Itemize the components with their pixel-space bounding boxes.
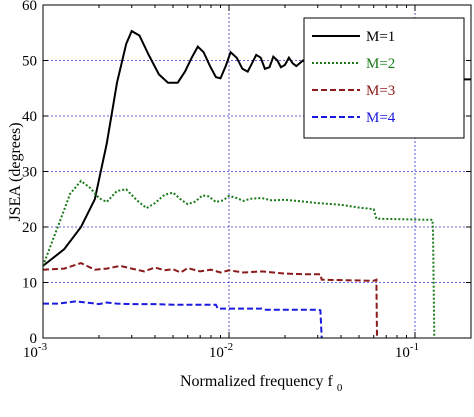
- x-axis-title-subscript: 0: [337, 382, 343, 394]
- x-axis-title-main: Normalized frequency f: [180, 373, 333, 390]
- y-tick-label: 50: [22, 54, 37, 70]
- x-tick-label: 10-3: [23, 341, 48, 361]
- legend-label: M=3: [366, 83, 395, 99]
- ticks: [42, 4, 472, 339]
- x-axis-title: Normalized frequency f 0: [180, 373, 343, 394]
- legend-label: M=4: [366, 110, 396, 126]
- x-tick-label: 10-1: [395, 341, 419, 361]
- y-axis-title: JSEA (degrees): [7, 122, 24, 221]
- legend-label: M=1: [366, 29, 395, 45]
- y-tick-label: 60: [22, 0, 37, 14]
- tick-labels: 0 10 20 30 40 50 60 10-3 10-2 10-1: [22, 0, 419, 361]
- legend: M=1 M=2 M=3 M=4: [303, 17, 465, 139]
- series-line-m4: [43, 300, 323, 339]
- y-tick-label: 10: [22, 276, 37, 292]
- y-tick-label: 0: [30, 331, 38, 347]
- y-tick-label: 30: [22, 165, 37, 181]
- x-tick-label: 10-2: [209, 341, 233, 361]
- legend-label: M=2: [366, 56, 395, 72]
- y-tick-label: 20: [22, 220, 37, 236]
- series-line-m3: [42, 262, 378, 339]
- y-tick-label: 40: [22, 109, 37, 125]
